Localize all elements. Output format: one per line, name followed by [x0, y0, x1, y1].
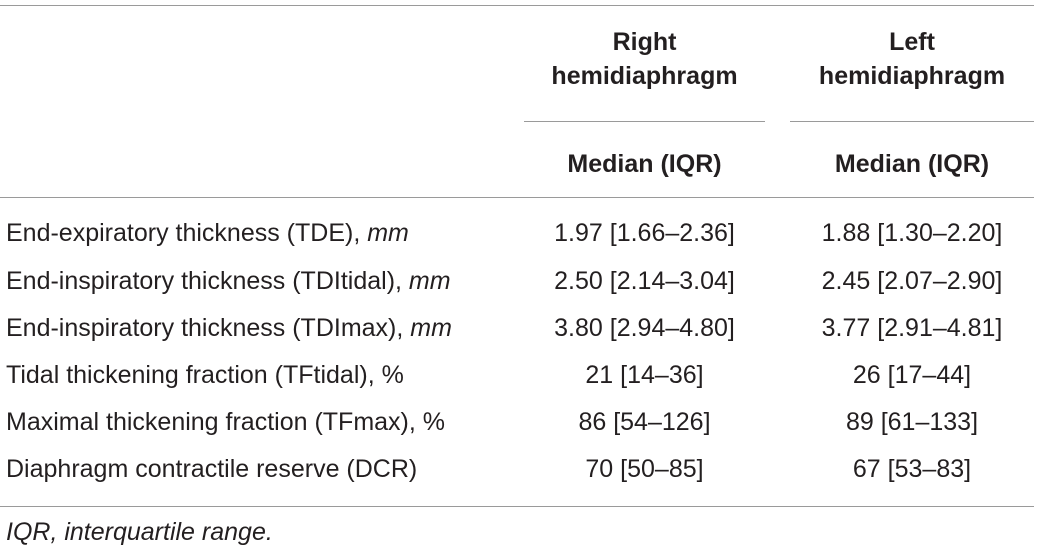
row-value-left: 3.77 [2.91–4.81]: [821, 314, 1003, 342]
row-value-left: 89 [61–133]: [845, 408, 979, 436]
header-bottom-rule: [0, 197, 1034, 198]
column-header-left-hemidiaphragm: Left hemidiaphragm: [790, 25, 1034, 93]
row-value-right: 21 [14–36]: [585, 361, 704, 389]
row-value-left: 26 [17–44]: [852, 361, 972, 389]
row-value-right: 70 [50–85]: [585, 455, 704, 483]
table-row: Maximal thickening fraction (TFmax), % 8…: [0, 403, 1034, 441]
table-top-rule: [0, 5, 1034, 6]
row-label-text: Tidal thickening fraction (TFtidal), %: [6, 361, 404, 389]
row-label: End-expiratory thickness (TDE), mm: [6, 214, 409, 252]
row-unit: mm: [408, 267, 451, 295]
column-header-right-text: Right hemidiaphragm: [551, 28, 738, 90]
row-label: Tidal thickening fraction (TFtidal), %: [6, 356, 404, 394]
table-row: Diaphragm contractile reserve (DCR) 70 […: [0, 450, 1034, 488]
row-label-text: End-inspiratory thickness (TDItidal),: [6, 267, 409, 295]
row-value-left: 1.88 [1.30–2.20]: [821, 219, 1003, 247]
column-subheader-left: Median (IQR): [834, 150, 990, 178]
row-unit: mm: [410, 314, 452, 342]
row-label-text: End-expiratory thickness (TDE),: [6, 219, 368, 247]
row-label: End-inspiratory thickness (TDImax), mm: [6, 309, 452, 347]
row-label: End-inspiratory thickness (TDItidal), mm: [6, 262, 451, 300]
right-column-subheader-rule: [524, 121, 765, 122]
table-row: End-inspiratory thickness (TDImax), mm 3…: [0, 309, 1034, 347]
table-footnote: IQR, interquartile range.: [6, 518, 273, 546]
row-value-left: 2.45 [2.07–2.90]: [821, 267, 1003, 295]
row-value-right: 86 [54–126]: [578, 408, 711, 436]
table-row: End-expiratory thickness (TDE), mm 1.97 …: [0, 214, 1034, 252]
row-label-text: End-inspiratory thickness (TDImax),: [6, 314, 411, 342]
table-row: Tidal thickening fraction (TFtidal), % 2…: [0, 356, 1034, 394]
row-unit: mm: [367, 219, 409, 247]
row-value-left: 67 [53–83]: [852, 455, 972, 483]
row-value-right: 2.50 [2.14–3.04]: [554, 267, 735, 295]
row-value-right: 1.97 [1.66–2.36]: [554, 219, 735, 247]
row-label: Maximal thickening fraction (TFmax), %: [6, 403, 445, 441]
table-bottom-rule: [0, 506, 1034, 507]
row-value-right: 3.80 [2.94–4.80]: [554, 314, 735, 342]
column-header-right-hemidiaphragm: Right hemidiaphragm: [524, 25, 765, 93]
row-label-text: Diaphragm contractile reserve (DCR): [6, 455, 418, 483]
column-header-left-text: Left hemidiaphragm: [818, 28, 1006, 90]
column-subheader-right: Median (IQR): [567, 150, 722, 178]
row-label: Diaphragm contractile reserve (DCR): [6, 450, 417, 488]
table-row: End-inspiratory thickness (TDItidal), mm…: [0, 262, 1034, 300]
row-label-text: Maximal thickening fraction (TFmax), %: [6, 408, 446, 436]
left-column-subheader-rule: [790, 121, 1034, 122]
